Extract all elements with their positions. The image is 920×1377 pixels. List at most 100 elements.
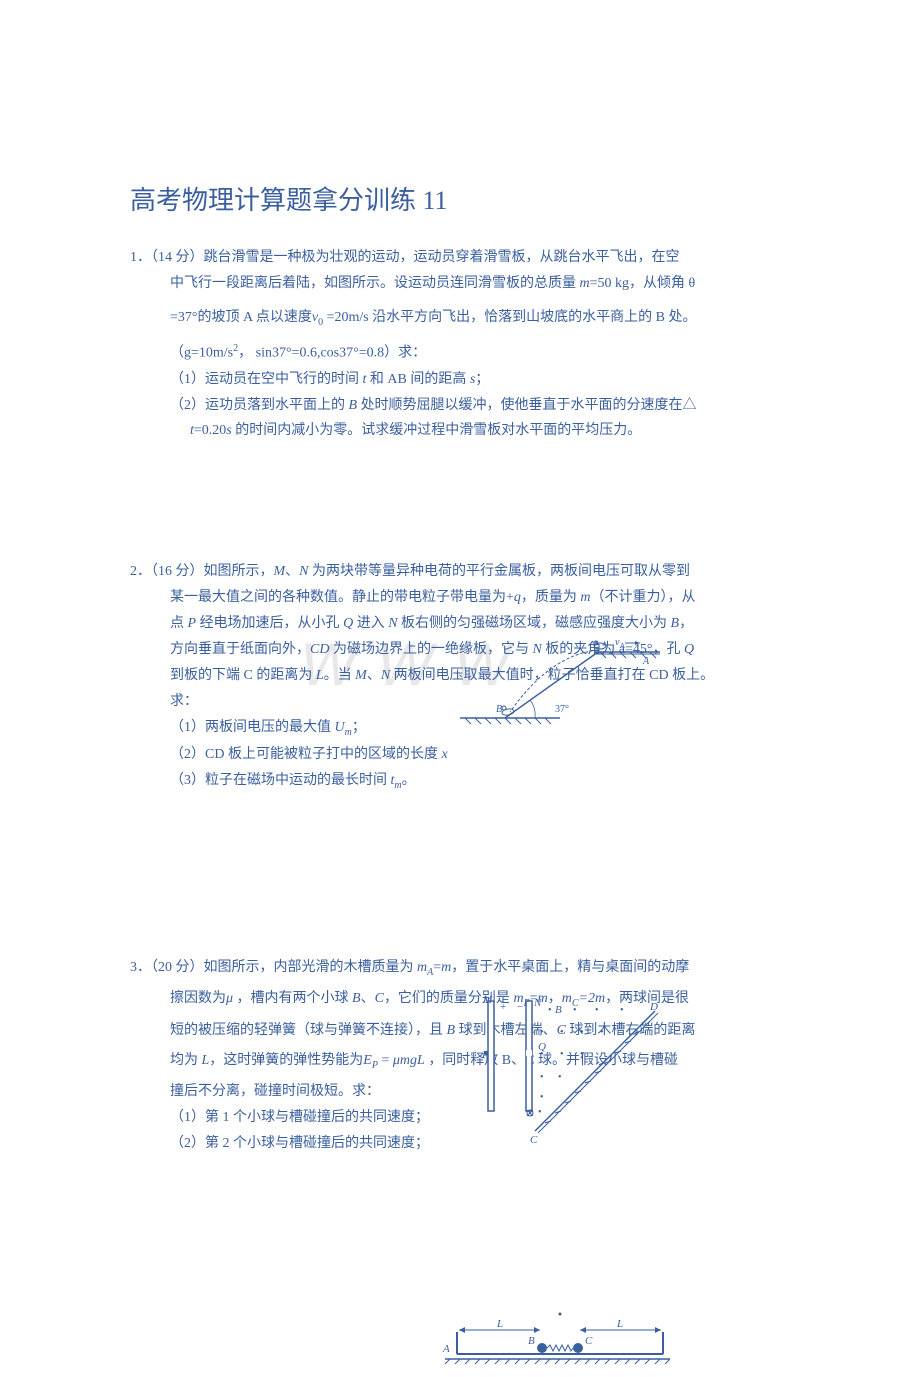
text: （1）运动员在空中飞行的时间 — [170, 372, 363, 387]
text: 某一最大值之间的各种数值。静止的带电粒子带电量为+ — [170, 590, 514, 605]
svg-text:A: A — [442, 1343, 450, 1355]
text: （2）CD 板上可能被粒子打中的区域的长度 — [170, 747, 441, 762]
line: 某一最大值之间的各种数值。静止的带电粒子带电量为+q，质量为 m（不计重力），从 — [130, 585, 800, 611]
text: 板右侧的匀强磁场区域，磁感应强度大小为 — [398, 616, 671, 631]
problem-2-text: 2．（16 分）如图所示，M、N 为两块带等量异种电荷的平行金属板，两板间电压可… — [130, 559, 800, 585]
page-title: 高考物理计算题拿分训练 11 — [130, 180, 800, 217]
text: 、 — [367, 668, 381, 683]
svg-text:•: • — [548, 1005, 552, 1016]
svg-text:•: • — [538, 1107, 542, 1118]
text: ，这时弹簧的弹性势能为 — [209, 1053, 363, 1068]
var-P: P — [188, 616, 197, 631]
problem-3-text: 3．（20 分）如图所示，内部光滑的木槽质量为 mA=m，置于水平桌面上，精与桌… — [130, 955, 800, 982]
text: ，质量为 — [521, 590, 581, 605]
var-m: m — [580, 276, 590, 291]
var-m: m — [580, 590, 590, 605]
text: 点 — [170, 616, 188, 631]
sub-question-1: （1）运动员在空中飞行的时间 t 和 AB 间的距高 s； — [130, 367, 800, 393]
var-L: L — [316, 668, 324, 683]
text: 短的被压缩的轻弹簧（球与弹簧不连接），且 — [170, 1023, 447, 1038]
var-B: B — [349, 398, 358, 413]
text: 到板的下端 C 的距离为 — [170, 668, 316, 683]
text: （1）两板间电压的最大值 — [170, 720, 335, 735]
var-q: q — [514, 590, 521, 605]
var-m: m — [441, 960, 451, 975]
problem-number: 2． — [130, 564, 151, 579]
var-Um: U — [335, 720, 345, 735]
text: 进入 — [353, 616, 388, 631]
text: 中飞行一段距离后着陆，如图所示。设运动员连同滑雪板的总质量 — [170, 276, 580, 291]
svg-text:C: C — [530, 1134, 538, 1145]
points: （16 分） — [151, 564, 204, 579]
var-M: M — [355, 668, 367, 683]
sub-question-2: （2）运功员落到水平面上的 B 处时顺势屈腿以缓冲，使他垂直于水平面的分速度在△ — [130, 393, 800, 419]
svg-text:L: L — [496, 1318, 503, 1330]
figure-1-ski-jump: v A A B 37° — [460, 640, 660, 730]
points: （14 分） — [151, 250, 204, 265]
text: （2）运功员落到水平面上的 — [170, 398, 349, 413]
var-mA: m — [417, 960, 427, 975]
svg-text:L: L — [616, 1318, 623, 1330]
var-B: B — [671, 616, 680, 631]
var-M: M — [274, 564, 286, 579]
var-B: B — [352, 991, 361, 1006]
text: 、 — [361, 991, 375, 1006]
text: 撞后不分离，碰撞时间极短。求： — [170, 1084, 380, 1099]
text: （1）第 1 个小球与槽碰撞后的共同速度； — [170, 1110, 429, 1125]
line: 擦因数为μ ，槽内有两个小球 B、C，它们的质量分别是 mB=m，mC=2m，两… — [130, 986, 800, 1013]
var-x: x — [441, 747, 447, 762]
text: 如图所示， — [204, 564, 274, 579]
line: 撞后不分离，碰撞时间极短。求： — [130, 1079, 800, 1105]
text: 处时顺势屈腿以缓冲，使他垂直于水平面的分速度在△ — [357, 398, 697, 413]
text: ； — [352, 720, 366, 735]
svg-text:P: P — [481, 1049, 489, 1061]
text: 均为 — [170, 1053, 202, 1068]
text: 为两块带等量异种电荷的平行金属板，两板间电压可取从零到 — [309, 564, 691, 579]
text: （不计重力），从 — [591, 590, 696, 605]
text: =0.20 — [194, 423, 226, 438]
text: 的时间内减小为零。试求缓冲过程中滑雪板对水平面的平均压力。 — [232, 423, 642, 438]
sub: m — [345, 726, 352, 737]
line: 短的被压缩的轻弹簧（球与弹簧不连接），且 B 球到木槽左端、C 球到木槽右端的距… — [130, 1018, 800, 1044]
svg-text:•: • — [540, 1072, 544, 1083]
svg-text:•: • — [580, 1027, 584, 1038]
svg-text:•: • — [540, 1027, 544, 1038]
svg-text:•: • — [620, 1005, 624, 1016]
var-mu: μ — [226, 991, 233, 1006]
sub: 0 — [318, 317, 323, 328]
document-content: 高考物理计算题拿分训练 11 1．（14 分）跳台滑雪是一种极为壮观的运动，运动… — [130, 180, 800, 1157]
text: 如图所示，内部光滑的木槽质量为 — [204, 960, 418, 975]
svg-text:M: M — [482, 995, 493, 1006]
svg-text:D: D — [649, 1001, 658, 1013]
line: 均为 L，这时弹簧的弹性势能为EP = μmgL ，同时释放 B、C 球。并假设… — [130, 1048, 800, 1075]
problem-number: 1． — [130, 250, 151, 265]
text: 。当 — [324, 668, 356, 683]
text: 经电场加速后，从小孔 — [196, 616, 343, 631]
var-Ep: E — [363, 1053, 372, 1068]
text: =20m/s 沿水平方向飞出，恰落到山坡底的水平商上的 B 处。 — [327, 310, 697, 325]
svg-text:B: B — [528, 1335, 535, 1347]
text: 和 AB 间的距高 — [366, 372, 469, 387]
svg-text:•: • — [573, 1005, 577, 1016]
svg-text:+: + — [500, 1001, 506, 1013]
svg-text:•: • — [540, 1049, 544, 1060]
svg-text:C: C — [585, 1335, 593, 1347]
eq: = — [378, 1053, 393, 1068]
text: ； — [475, 372, 489, 387]
svg-text:•: • — [595, 1005, 599, 1016]
svg-text:•: • — [558, 1072, 562, 1083]
var-Q: Q — [684, 642, 694, 657]
text: 方向垂直于纸面向外， — [170, 642, 310, 657]
var-N: N — [381, 668, 390, 683]
svg-text:N: N — [533, 997, 542, 1009]
eq: = — [433, 960, 441, 975]
svg-text:•: • — [540, 1092, 544, 1103]
var-mugL: μmgL — [393, 1053, 425, 1068]
svg-text:•: • — [580, 1049, 584, 1060]
sub: m — [394, 780, 401, 791]
text: 跳台滑雪是一种极为壮观的运动，运动员穿着滑雪板，从跳台水平飞出，在空 — [204, 250, 680, 265]
text: =37°的坡顶 A 点以速度 — [170, 310, 312, 325]
text: ，槽内有两个小球 — [233, 991, 352, 1006]
line: （g=10m/s2， sin37°=0.6,cos37°=0.8）求： — [130, 340, 800, 367]
sub-question-2: （2）第 2 个小球与槽碰撞后的共同速度； — [130, 1131, 800, 1157]
